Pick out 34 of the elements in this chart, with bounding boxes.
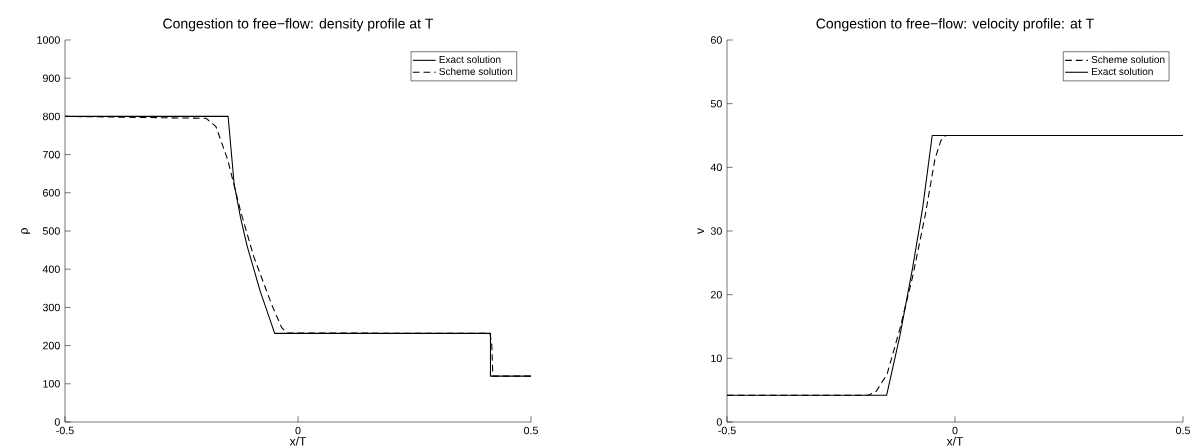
x-tick-label: 0.5 (1176, 426, 1190, 435)
y-tick-label: 300 (42, 303, 60, 312)
y-tick-label: 200 (43, 341, 60, 350)
y-tick-label: 1000 (37, 36, 60, 44)
y-tick-label: 500 (42, 227, 60, 235)
y-tick-label: 30 (710, 227, 722, 235)
y-axis-title: ρ (21, 228, 31, 234)
y-tick-label: 60 (710, 36, 722, 44)
y-axis-title: v (697, 228, 704, 234)
y-tick-label: 20 (710, 290, 722, 299)
y-tick-label: 10 (711, 354, 722, 363)
x-tick-label: 0 (952, 426, 958, 435)
y-tick-label: 0 (54, 418, 60, 426)
y-tick-label: 900 (43, 74, 60, 82)
x-tick-label: -0.5 (718, 426, 736, 435)
chart-title: Congestion to free−flow: velocity profile: at T (816, 18, 1094, 32)
y-tick-label: 800 (42, 112, 60, 121)
y-tick-label: 50 (710, 99, 722, 108)
x-axis-title: x/T (289, 436, 307, 446)
chart-title: Congestion to free−flow: density profile at T (163, 18, 434, 32)
y-tick-label: 700 (43, 150, 60, 159)
x-tick-label: -0.5 (56, 426, 74, 435)
y-tick-label: 40 (710, 163, 722, 172)
y-tick-label: 100 (43, 380, 60, 388)
legend-label: Scheme solution (439, 67, 513, 75)
y-tick-label: 600 (43, 189, 60, 197)
y-tick-label: 400 (42, 265, 60, 273)
y-tick-label: 0 (716, 418, 722, 426)
x-tick-label: 0.5 (524, 426, 538, 435)
legend-label: Exact solution (439, 55, 501, 64)
x-axis-title: x/T (946, 436, 964, 446)
legend-label: Exact solution (1091, 67, 1153, 75)
x-tick-label: 0 (295, 426, 301, 435)
legend-label: Scheme solution (1091, 55, 1165, 64)
